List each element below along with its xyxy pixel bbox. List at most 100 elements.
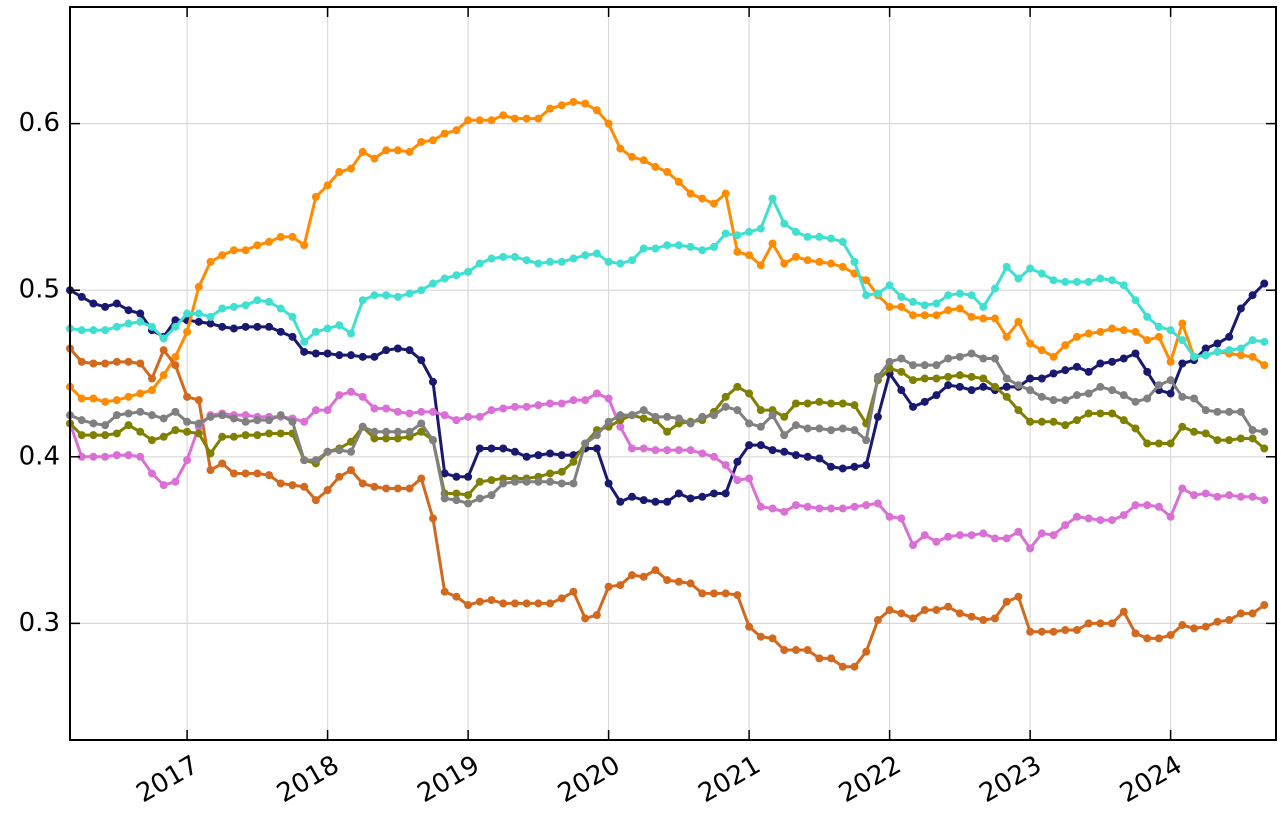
data-point bbox=[89, 394, 98, 403]
data-point bbox=[136, 309, 145, 318]
data-point bbox=[159, 414, 168, 423]
data-point bbox=[686, 419, 695, 428]
data-point bbox=[1037, 269, 1046, 278]
data-point bbox=[780, 259, 789, 268]
data-point bbox=[475, 477, 484, 486]
data-point bbox=[499, 111, 508, 120]
data-point bbox=[265, 322, 274, 331]
data-point bbox=[370, 434, 379, 443]
data-point bbox=[756, 261, 765, 270]
data-point bbox=[77, 431, 86, 440]
data-point bbox=[241, 469, 250, 478]
data-point bbox=[733, 476, 742, 485]
data-point bbox=[522, 114, 531, 123]
data-point bbox=[335, 351, 344, 360]
data-point bbox=[756, 441, 765, 450]
data-point bbox=[546, 469, 555, 478]
data-point bbox=[639, 572, 648, 581]
data-point bbox=[218, 322, 227, 331]
data-point bbox=[838, 399, 847, 408]
data-point bbox=[616, 411, 625, 420]
data-point bbox=[475, 444, 484, 453]
data-point bbox=[253, 469, 262, 478]
data-point bbox=[920, 606, 929, 615]
data-point bbox=[101, 397, 110, 406]
data-point bbox=[1213, 492, 1222, 501]
data-point bbox=[382, 146, 391, 155]
data-point bbox=[1026, 386, 1035, 395]
data-point bbox=[1108, 619, 1117, 628]
data-point bbox=[873, 499, 882, 508]
data-point bbox=[1190, 394, 1199, 403]
axes-frame bbox=[69, 6, 1277, 741]
data-point bbox=[1248, 336, 1257, 345]
data-point bbox=[1072, 277, 1081, 286]
data-point bbox=[218, 459, 227, 468]
data-point bbox=[241, 246, 250, 255]
data-point bbox=[417, 407, 426, 416]
x-tick-label: 2017 bbox=[131, 750, 203, 809]
data-point bbox=[1108, 386, 1117, 395]
data-point bbox=[475, 597, 484, 606]
data-point bbox=[581, 439, 590, 448]
data-point bbox=[370, 352, 379, 361]
data-point bbox=[1225, 407, 1234, 416]
data-point bbox=[1213, 347, 1222, 356]
y-tick-label: 0.4 bbox=[19, 441, 60, 471]
data-point bbox=[241, 417, 250, 426]
data-point bbox=[885, 512, 894, 521]
data-point bbox=[265, 416, 274, 425]
data-point bbox=[417, 419, 426, 428]
data-point bbox=[1072, 391, 1081, 400]
data-point bbox=[1260, 361, 1269, 370]
data-point bbox=[897, 514, 906, 523]
data-point bbox=[300, 417, 309, 426]
data-point bbox=[1178, 319, 1187, 328]
data-point bbox=[1166, 439, 1175, 448]
data-point bbox=[1190, 624, 1199, 633]
data-point bbox=[862, 461, 871, 470]
data-point bbox=[639, 444, 648, 453]
data-point bbox=[1236, 492, 1245, 501]
data-point bbox=[112, 357, 121, 366]
data-point bbox=[534, 259, 543, 268]
data-point bbox=[885, 281, 894, 290]
data-point bbox=[909, 311, 918, 320]
data-point bbox=[1002, 262, 1011, 271]
data-point bbox=[370, 291, 379, 300]
data-point bbox=[1026, 339, 1035, 348]
data-point bbox=[803, 232, 812, 241]
data-point bbox=[897, 367, 906, 376]
data-point bbox=[347, 437, 356, 446]
data-point bbox=[417, 427, 426, 436]
data-point bbox=[1143, 634, 1152, 643]
data-point bbox=[124, 306, 133, 315]
data-point bbox=[733, 457, 742, 466]
data-point bbox=[1026, 544, 1035, 553]
data-point bbox=[499, 404, 508, 413]
data-point bbox=[370, 404, 379, 413]
data-point bbox=[1201, 344, 1210, 353]
data-point bbox=[651, 162, 660, 171]
data-point bbox=[206, 466, 215, 475]
data-point bbox=[920, 531, 929, 540]
data-point bbox=[276, 232, 285, 241]
data-point bbox=[1084, 409, 1093, 418]
data-point bbox=[686, 579, 695, 588]
data-point bbox=[909, 614, 918, 623]
data-point bbox=[628, 256, 637, 265]
data-point bbox=[815, 397, 824, 406]
data-point bbox=[522, 452, 531, 461]
data-point bbox=[229, 414, 238, 423]
data-point bbox=[920, 374, 929, 383]
data-point bbox=[464, 412, 473, 421]
data-point bbox=[733, 591, 742, 600]
data-point bbox=[698, 412, 707, 421]
data-point bbox=[171, 316, 180, 325]
data-point bbox=[745, 441, 754, 450]
data-point bbox=[604, 119, 613, 128]
data-point bbox=[1143, 312, 1152, 321]
data-point bbox=[1154, 332, 1163, 341]
data-point bbox=[452, 416, 461, 425]
